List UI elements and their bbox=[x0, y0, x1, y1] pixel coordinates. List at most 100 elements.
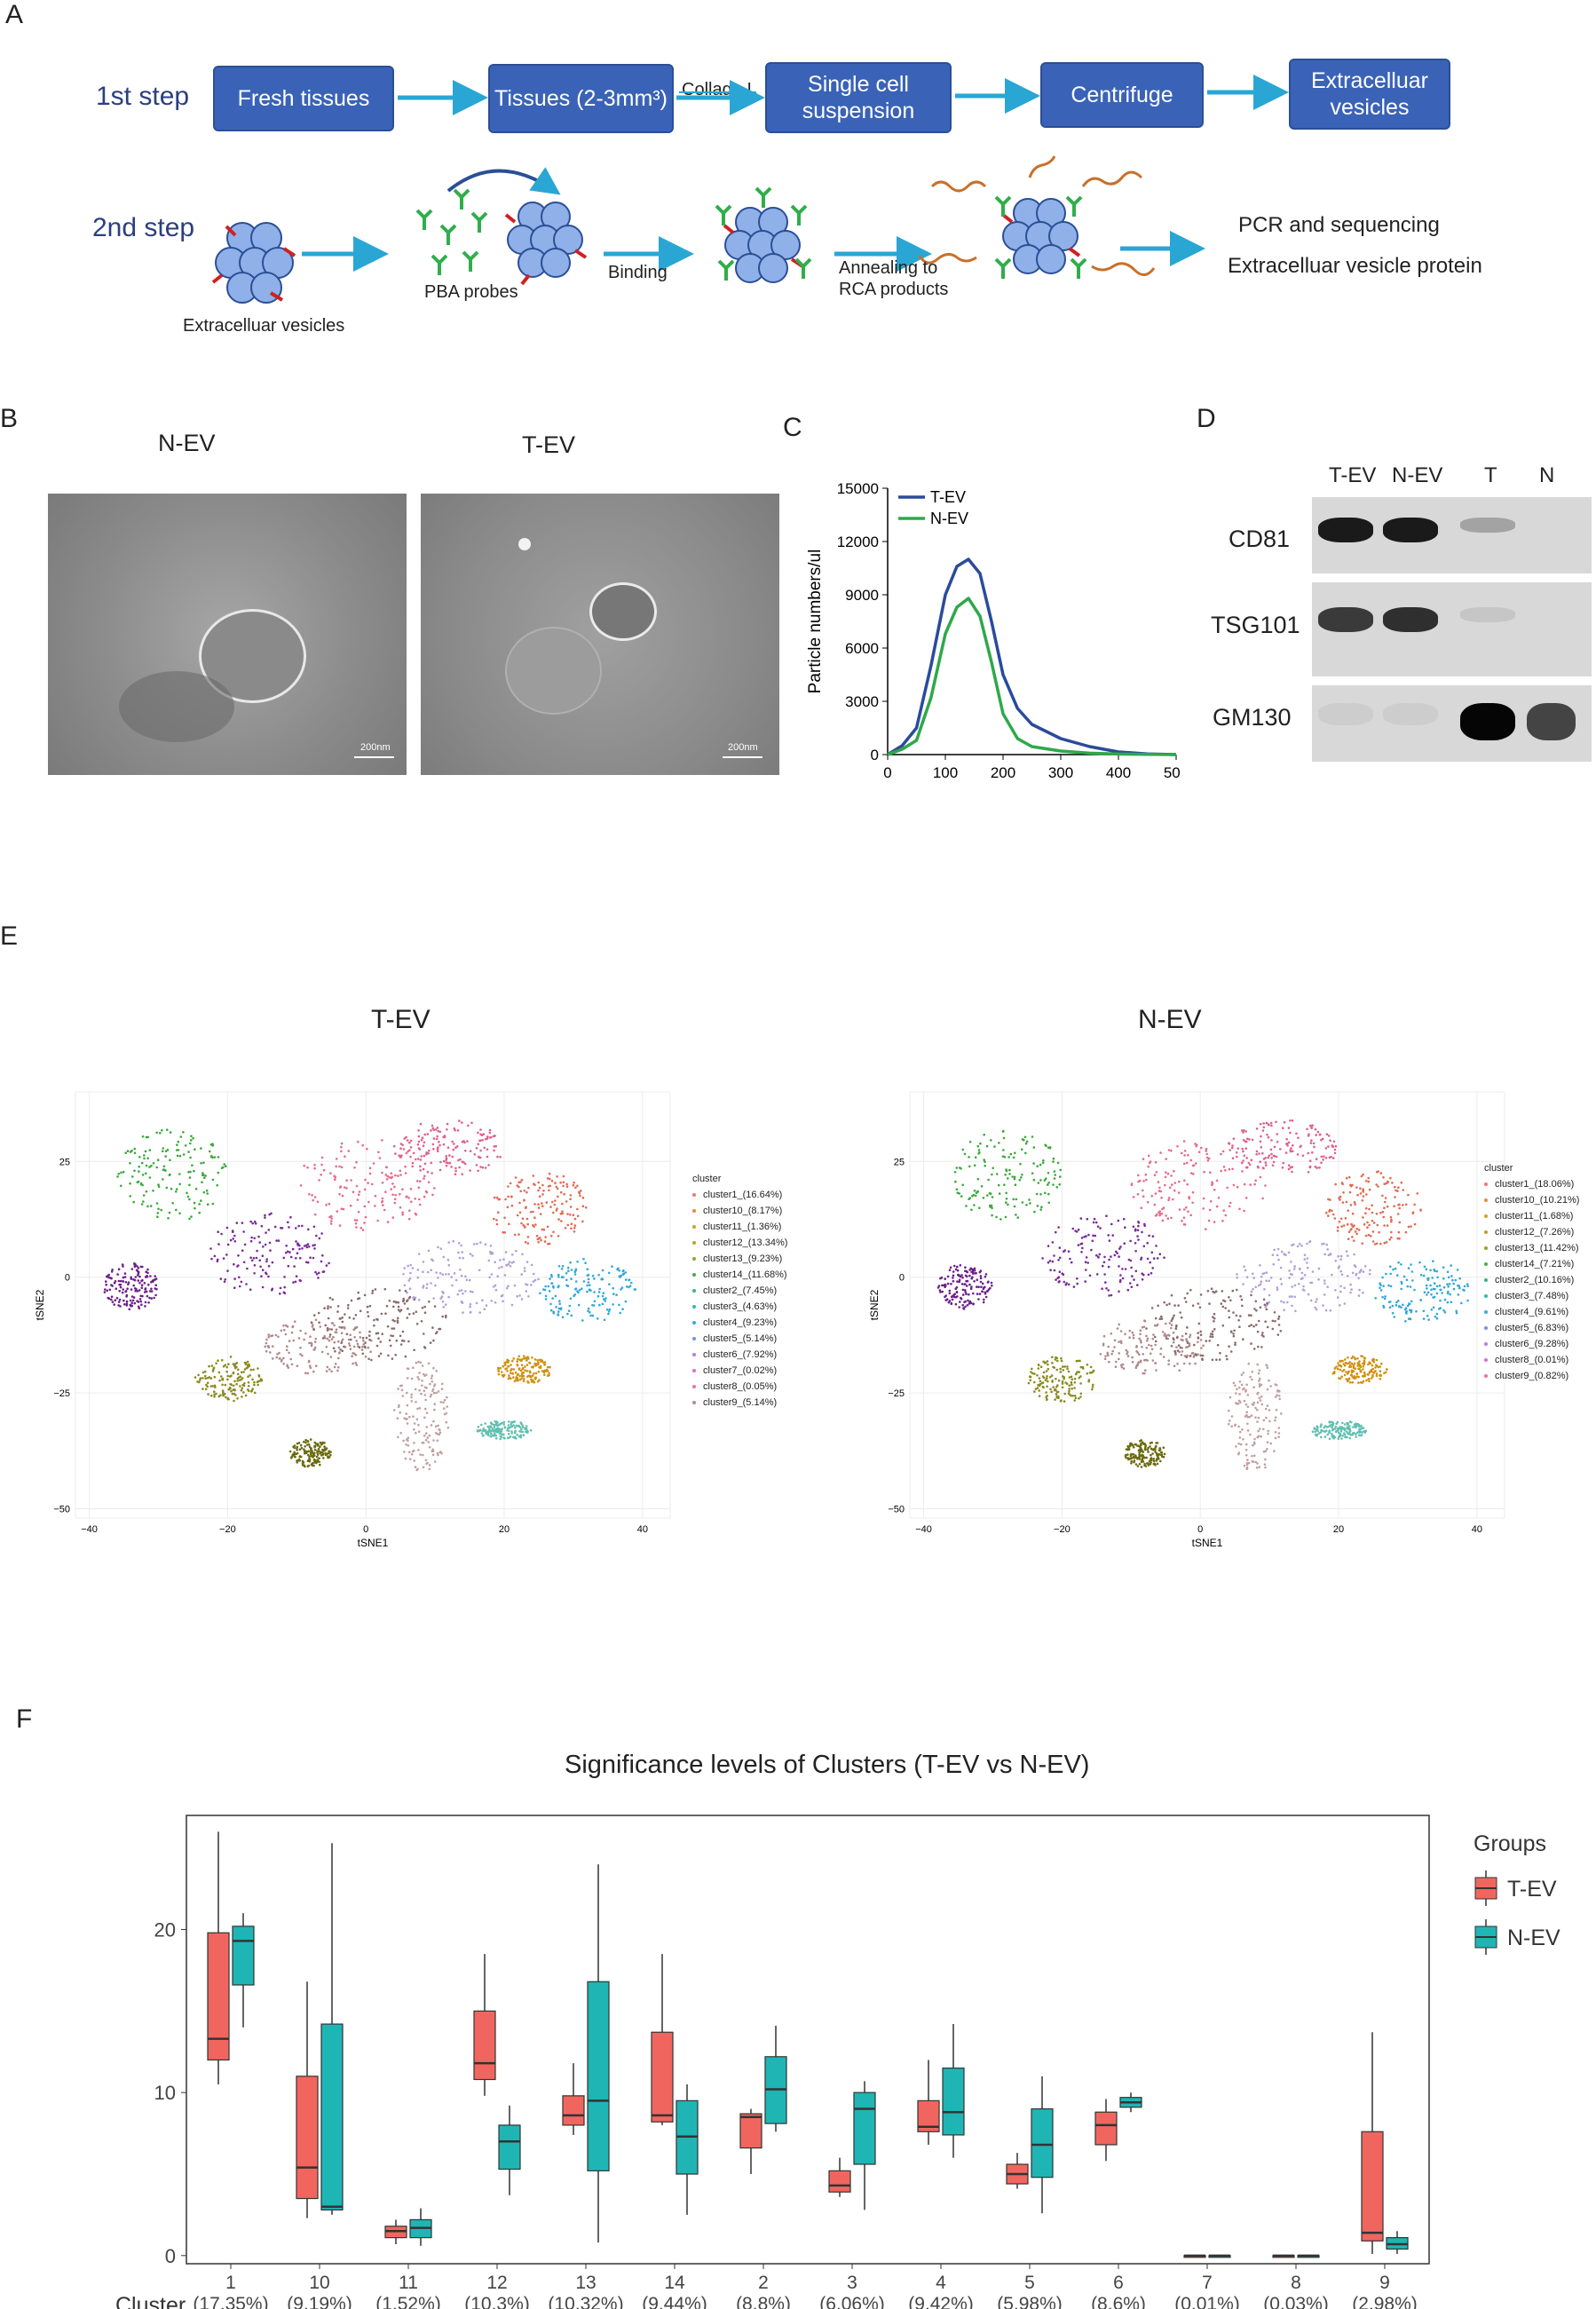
tsne-point bbox=[1154, 1192, 1157, 1195]
tsne-point bbox=[1316, 1429, 1319, 1433]
tsne-point bbox=[1354, 1357, 1357, 1361]
tsne-point bbox=[1176, 1349, 1180, 1352]
tsne-point bbox=[164, 1155, 167, 1158]
tsne-point bbox=[396, 1319, 399, 1322]
tsne-point bbox=[296, 1451, 299, 1455]
tsne-point bbox=[410, 1452, 414, 1456]
tsne-point bbox=[1147, 1165, 1150, 1168]
tsne-point bbox=[1219, 1351, 1221, 1355]
tsne-point bbox=[1229, 1201, 1232, 1205]
tsne-point bbox=[351, 1355, 353, 1357]
tsne-point bbox=[999, 1218, 1002, 1221]
tsne-point bbox=[1025, 1204, 1028, 1206]
tsne-point bbox=[979, 1277, 983, 1280]
tsne-point bbox=[520, 1178, 524, 1182]
tsne-point bbox=[437, 1390, 440, 1393]
tsne-point bbox=[1132, 1333, 1135, 1337]
tsne-point bbox=[366, 1305, 369, 1309]
tsne-point bbox=[422, 1144, 425, 1147]
tsne-point bbox=[1351, 1224, 1354, 1228]
tsne-point bbox=[149, 1275, 152, 1277]
tsne-point bbox=[577, 1303, 581, 1307]
tsne-point bbox=[1442, 1285, 1446, 1289]
tsne-point bbox=[499, 1366, 502, 1370]
tsne-point bbox=[1347, 1356, 1349, 1359]
tsne-point bbox=[295, 1275, 298, 1277]
tsne-point bbox=[1040, 1206, 1043, 1208]
tsne-point bbox=[1371, 1211, 1374, 1214]
tsne-point bbox=[296, 1461, 299, 1464]
tsne-point bbox=[431, 1172, 433, 1174]
tsne-point bbox=[326, 1326, 329, 1330]
tsne-point bbox=[1115, 1250, 1118, 1253]
tsne-point bbox=[407, 1264, 410, 1268]
tsne-point bbox=[1150, 1271, 1153, 1275]
tsne-point bbox=[144, 1305, 146, 1308]
tsne-point bbox=[376, 1332, 380, 1335]
tsne-point bbox=[1349, 1291, 1352, 1294]
tsne-point bbox=[1276, 1333, 1280, 1336]
tsne-point bbox=[1164, 1332, 1166, 1335]
tsne-point bbox=[439, 1130, 442, 1134]
tsne-point bbox=[126, 1150, 130, 1152]
tsne-point bbox=[1394, 1185, 1396, 1189]
tsne-point bbox=[408, 1149, 411, 1152]
tsne-point bbox=[317, 1447, 320, 1451]
tsne-point bbox=[1257, 1429, 1260, 1433]
tsne-point bbox=[1359, 1187, 1362, 1190]
tsne-point bbox=[1186, 1292, 1189, 1295]
tsne-point bbox=[426, 1133, 430, 1135]
tsne-point bbox=[483, 1146, 486, 1150]
tsne-point bbox=[393, 1201, 397, 1205]
tsne-point bbox=[133, 1301, 137, 1305]
tsne-point bbox=[178, 1182, 181, 1186]
tsne-point bbox=[514, 1426, 517, 1429]
tsne-point bbox=[1149, 1445, 1151, 1448]
tsne-point bbox=[968, 1156, 970, 1158]
tsne-point bbox=[1039, 1193, 1042, 1196]
tsne-point bbox=[557, 1307, 561, 1310]
tsne-point bbox=[1025, 1140, 1029, 1143]
tsne-point bbox=[152, 1280, 154, 1283]
tsne-point bbox=[407, 1436, 410, 1440]
tsne-point bbox=[1243, 1399, 1246, 1403]
tsne-point bbox=[1186, 1182, 1189, 1186]
tsne-point bbox=[289, 1215, 292, 1219]
tsne-point bbox=[1274, 1419, 1276, 1422]
tsne-point bbox=[326, 1452, 329, 1455]
tsne-point bbox=[959, 1264, 962, 1267]
tsne-legend-label: cluster11_(1.36%) bbox=[703, 1222, 782, 1232]
tsne-point bbox=[192, 1136, 194, 1140]
tsne-point bbox=[605, 1309, 609, 1311]
tsne-point bbox=[220, 1375, 223, 1378]
tsne-point bbox=[415, 1418, 419, 1421]
tsne-point bbox=[444, 1303, 447, 1306]
tsne-point bbox=[1238, 1393, 1241, 1396]
tsne-point bbox=[1246, 1459, 1249, 1461]
tsne-point bbox=[565, 1182, 568, 1186]
tsne-point bbox=[529, 1429, 533, 1432]
tsne-point bbox=[993, 1145, 996, 1148]
tsne-point bbox=[966, 1275, 968, 1278]
tsne-point bbox=[1252, 1272, 1254, 1276]
tsne-point bbox=[1138, 1337, 1141, 1340]
tsne-legend-label: cluster10_(8.17%) bbox=[703, 1206, 783, 1216]
tsne-point bbox=[1197, 1336, 1200, 1339]
tsne-point bbox=[391, 1357, 394, 1360]
tsne-point bbox=[427, 1362, 431, 1365]
tsne-point bbox=[269, 1249, 272, 1252]
tsne-point bbox=[1292, 1150, 1294, 1153]
tsne-point bbox=[1183, 1355, 1187, 1357]
tsne-point bbox=[208, 1150, 211, 1153]
tsne-point bbox=[117, 1173, 120, 1175]
tsne-point bbox=[1126, 1444, 1129, 1448]
tsne-point bbox=[1165, 1334, 1167, 1338]
f-x-tick-pct: (2.98%) bbox=[1352, 2294, 1418, 2309]
tsne-point bbox=[1007, 1156, 1010, 1158]
f-x-tick-pct: (1.52%) bbox=[375, 2294, 441, 2309]
tsne-point bbox=[1280, 1250, 1284, 1253]
tsne-point bbox=[422, 1167, 425, 1171]
tsne-point bbox=[301, 1354, 304, 1357]
tsne-point bbox=[357, 1140, 359, 1143]
tsne-legend-dot bbox=[1484, 1262, 1488, 1267]
